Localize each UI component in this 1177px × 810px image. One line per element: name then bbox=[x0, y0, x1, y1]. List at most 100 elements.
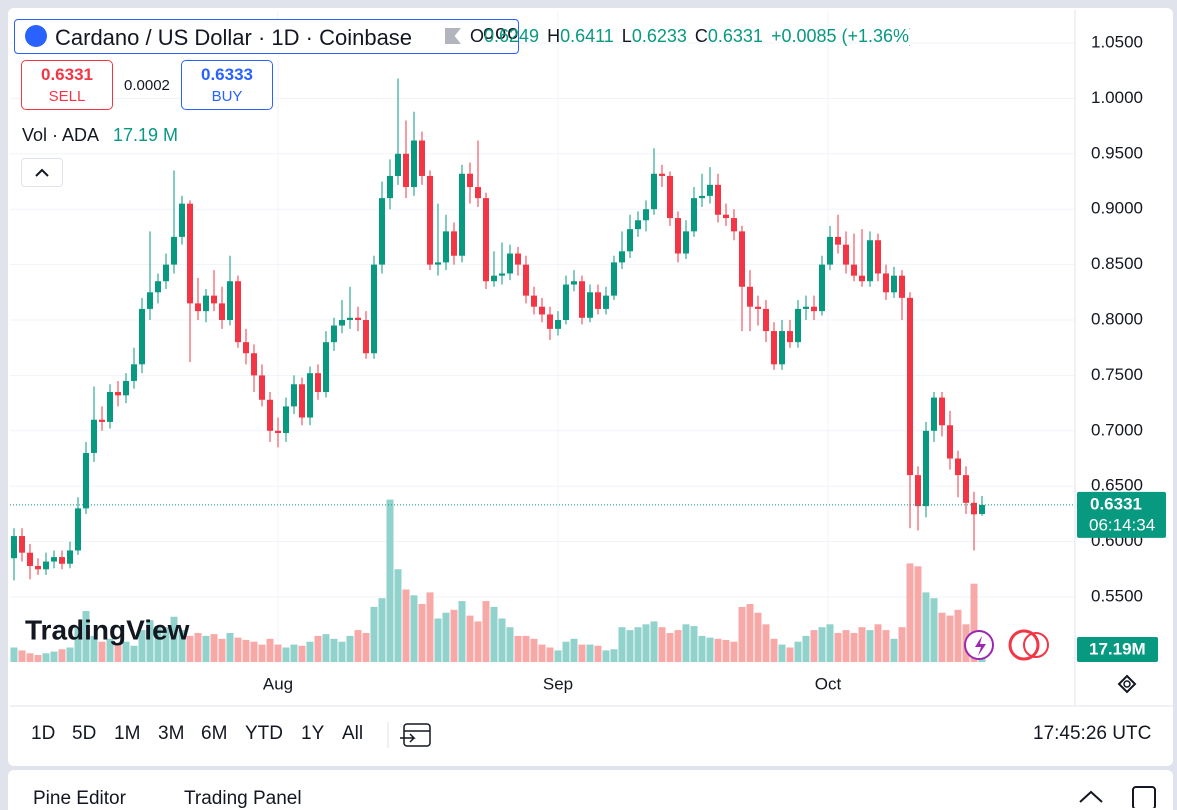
candle-body bbox=[883, 273, 889, 293]
range-button[interactable]: 1D bbox=[31, 723, 56, 744]
collapse-button[interactable] bbox=[21, 158, 63, 187]
candle-body bbox=[139, 308, 145, 365]
volume-bar bbox=[386, 499, 394, 662]
volume-bar bbox=[410, 595, 418, 662]
volume-bar bbox=[170, 616, 178, 662]
candle-body bbox=[715, 184, 721, 215]
volume-pane bbox=[10, 499, 986, 662]
volume-bar bbox=[42, 653, 50, 662]
collapse-icon[interactable] bbox=[1079, 790, 1103, 803]
volume-bar bbox=[114, 644, 122, 662]
volume-bar bbox=[10, 647, 18, 662]
candle-body bbox=[867, 240, 873, 282]
candle-body bbox=[395, 153, 401, 176]
volume-bar bbox=[802, 635, 810, 662]
volume-bar bbox=[650, 621, 658, 662]
ohlc-value: 0.6233 bbox=[631, 26, 687, 46]
last-price-label: 0.6331 bbox=[1090, 494, 1142, 513]
volume-bar bbox=[138, 630, 146, 662]
symbol-title: Cardano / US Dollar · 1D · Coinbase bbox=[55, 25, 413, 50]
volume-bar bbox=[706, 637, 714, 662]
range-button[interactable]: 5D bbox=[72, 723, 97, 744]
candle-body bbox=[539, 306, 545, 315]
candle-body bbox=[955, 458, 961, 476]
candle-body bbox=[971, 502, 977, 515]
volume-bar bbox=[402, 589, 410, 662]
range-button[interactable]: 6M bbox=[201, 723, 228, 744]
candle-body bbox=[931, 397, 937, 431]
ohlc-legend: O 0.6249 H 0.6411 L 0.6233 C 0.6331 +0.0085 (+1.… bbox=[470, 26, 910, 47]
range-button[interactable]: All bbox=[342, 723, 364, 744]
symbol-legend[interactable]: Cardano / US Dollar · 1D · Coinbase ooo bbox=[14, 19, 519, 54]
candle-body bbox=[563, 284, 569, 320]
y-tick-label: 0.9500 bbox=[1091, 143, 1143, 162]
candle-body bbox=[619, 251, 625, 263]
bottom-panel bbox=[8, 770, 1173, 810]
range-button[interactable]: 3M bbox=[158, 723, 185, 744]
volume-bar bbox=[642, 624, 650, 662]
volume-bar bbox=[298, 645, 306, 662]
candle-body bbox=[179, 203, 185, 237]
volume-bar bbox=[146, 620, 154, 662]
candle-body bbox=[707, 184, 713, 196]
volume-bar bbox=[562, 641, 570, 662]
candle-body bbox=[915, 475, 921, 507]
candle-body bbox=[115, 392, 121, 396]
candle-body bbox=[11, 536, 17, 559]
ohlc-change: +0.0085 (+1.36%) bbox=[770, 26, 910, 46]
candle-body bbox=[419, 140, 425, 176]
candle-body bbox=[851, 264, 857, 276]
candle-body bbox=[51, 557, 57, 562]
candle-body bbox=[547, 314, 553, 329]
candle-body bbox=[131, 364, 137, 381]
range-button[interactable]: 1M bbox=[114, 723, 141, 744]
volume-bar bbox=[618, 627, 626, 662]
candle-body bbox=[339, 320, 345, 326]
candle-body bbox=[107, 392, 113, 422]
volume-bar bbox=[538, 644, 546, 662]
grid bbox=[10, 12, 1075, 662]
candle-body bbox=[371, 264, 377, 354]
candle-body bbox=[747, 286, 753, 307]
logo: TradingView bbox=[25, 614, 190, 645]
calendar-icon[interactable] bbox=[400, 723, 431, 747]
volume-bar bbox=[810, 630, 818, 662]
volume-bar bbox=[658, 627, 666, 662]
candle-body bbox=[195, 303, 201, 312]
maximize-icon[interactable] bbox=[1132, 786, 1156, 808]
volume-bar bbox=[482, 601, 490, 662]
candle-body bbox=[627, 229, 633, 252]
range-button[interactable]: YTD bbox=[245, 723, 283, 744]
more-icon[interactable]: ooo bbox=[483, 22, 520, 44]
volume-bar bbox=[890, 638, 898, 662]
panel-tab[interactable]: Pine Editor bbox=[33, 788, 126, 809]
candle-body bbox=[611, 262, 617, 296]
candle-body bbox=[795, 308, 801, 343]
candle-body bbox=[483, 198, 489, 282]
y-tick-label: 0.9000 bbox=[1091, 199, 1143, 218]
candle-body bbox=[83, 452, 89, 509]
range-button[interactable]: 1Y bbox=[301, 723, 325, 744]
y-tick-label: 0.5500 bbox=[1091, 586, 1143, 605]
y-tick-label: 1.0500 bbox=[1091, 32, 1143, 51]
candle-body bbox=[683, 231, 689, 254]
volume-bar bbox=[498, 618, 506, 662]
volume-bar bbox=[426, 592, 434, 662]
sell-button[interactable]: 0.6331 SELL bbox=[21, 60, 113, 110]
buy-button[interactable]: 0.6333 BUY bbox=[181, 60, 273, 110]
volume-bar bbox=[290, 644, 298, 662]
candle-body bbox=[43, 561, 49, 570]
volume-bar bbox=[82, 610, 90, 662]
candle-body bbox=[355, 317, 361, 320]
candle-body bbox=[35, 565, 41, 570]
volume-bar bbox=[98, 641, 106, 662]
candle-body bbox=[147, 292, 153, 309]
ohlc-value: 0.6411 bbox=[560, 26, 614, 46]
candle-body bbox=[571, 281, 577, 285]
volume-bar bbox=[370, 606, 378, 662]
panel-tab[interactable]: Trading Panel bbox=[184, 788, 302, 809]
volume-bar bbox=[922, 592, 930, 662]
ohlc-key: H bbox=[547, 26, 561, 46]
candle-body bbox=[91, 419, 97, 453]
candle-body bbox=[211, 295, 217, 304]
